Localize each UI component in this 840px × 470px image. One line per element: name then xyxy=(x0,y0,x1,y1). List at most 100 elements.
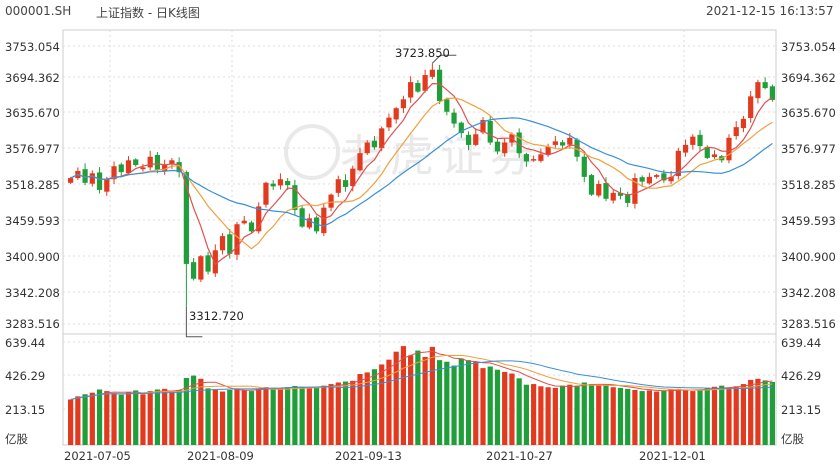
candle-body xyxy=(111,166,117,180)
candle-body xyxy=(690,136,696,145)
volume-bar xyxy=(118,394,124,445)
volume-bar xyxy=(176,389,182,445)
volume-bar xyxy=(400,346,407,445)
volume-bar xyxy=(538,386,544,445)
candle-body xyxy=(733,127,739,137)
candle-body xyxy=(617,192,624,196)
candle-body xyxy=(538,154,544,161)
ma5-line xyxy=(70,82,773,266)
volume-bar xyxy=(451,365,457,445)
volume-bar xyxy=(494,369,501,445)
volume-bar xyxy=(610,387,616,445)
candle-body xyxy=(668,176,674,182)
candle-body xyxy=(769,86,775,100)
date-tick: 2021-07-05 xyxy=(64,449,131,463)
candle-body xyxy=(234,224,240,255)
volume-bar xyxy=(697,389,703,445)
candle-body xyxy=(256,206,262,232)
volume-bar xyxy=(248,391,255,445)
volume-bar xyxy=(711,386,718,445)
volume-tick-left: 426.29 xyxy=(5,369,46,383)
candle-body xyxy=(531,159,537,161)
volume-bar xyxy=(436,360,443,445)
candle-body xyxy=(277,179,284,186)
ma20-line xyxy=(70,117,773,227)
volume-bar xyxy=(379,364,385,445)
volume-tick-right: 426.29 xyxy=(781,369,822,383)
volume-bar xyxy=(668,389,674,445)
candle-body xyxy=(292,185,298,211)
volume-bar xyxy=(256,388,262,445)
candle-body xyxy=(451,112,457,124)
candle-body xyxy=(480,120,486,133)
volume-bar xyxy=(299,386,305,445)
volume-bar xyxy=(191,375,197,445)
price-tick-left: 3283.516 xyxy=(5,317,60,331)
volume-bar xyxy=(147,391,153,445)
date-tick: 2021-10-27 xyxy=(486,449,553,463)
volume-bar xyxy=(523,384,530,445)
timestamp: 2021-12-15 16:13:57 xyxy=(706,4,834,18)
volume-bar xyxy=(422,356,428,445)
candle-body xyxy=(588,175,595,195)
candle-body xyxy=(581,156,587,177)
volume-bar xyxy=(371,369,378,445)
candle-body xyxy=(82,169,88,183)
price-tick-right: 3576.977 xyxy=(781,142,836,156)
candle-body xyxy=(639,177,645,182)
candle-body xyxy=(487,120,493,143)
high-annotation-leader xyxy=(431,54,457,64)
price-tick-right: 3342.208 xyxy=(781,286,836,300)
volume-tick-left: 639.44 xyxy=(5,336,46,350)
volume-bar xyxy=(588,384,595,445)
date-tick: 2021-09-13 xyxy=(335,449,402,463)
volume-bar xyxy=(125,392,132,445)
candle-body xyxy=(104,179,110,192)
volume-bar xyxy=(350,380,356,445)
volume-bar xyxy=(415,350,421,445)
volume-bar xyxy=(502,371,508,445)
volume-bar xyxy=(75,396,81,445)
candle-body xyxy=(596,183,602,196)
volume-bar xyxy=(277,388,284,445)
volume-bar xyxy=(639,391,645,445)
candle-body xyxy=(429,69,435,77)
volume-bar xyxy=(292,385,298,445)
candle-body xyxy=(740,118,747,129)
volume-bar xyxy=(444,361,450,445)
candle-body xyxy=(364,142,370,154)
volume-bar xyxy=(675,388,681,445)
price-tick-right: 3635.670 xyxy=(781,106,836,120)
candle-body xyxy=(675,150,681,176)
volume-bar xyxy=(335,382,341,445)
volume-bar xyxy=(545,387,551,445)
candle-body xyxy=(357,153,363,171)
candle-body xyxy=(205,255,211,272)
candle-body xyxy=(321,207,327,234)
volume-bar xyxy=(241,390,247,445)
volume-bar xyxy=(263,387,269,445)
candle-body xyxy=(458,122,464,134)
volume-bar xyxy=(654,391,660,445)
candle-body xyxy=(183,172,189,264)
volume-bar xyxy=(270,387,276,445)
candle-body xyxy=(299,208,305,227)
candle-body xyxy=(241,220,247,224)
candle-body xyxy=(603,183,609,199)
candle-body xyxy=(176,162,182,173)
volume-tick-right: 639.44 xyxy=(781,336,822,350)
volume-ma5-line xyxy=(70,350,773,400)
candle-body xyxy=(625,194,631,203)
volume-bar xyxy=(487,366,493,445)
volume-bar xyxy=(162,388,168,445)
volume-bar xyxy=(755,378,761,445)
candle-body xyxy=(212,250,218,274)
volume-bar xyxy=(357,374,363,445)
price-tick-right: 3518.285 xyxy=(781,178,836,192)
candle-body xyxy=(219,236,226,251)
chart-title: 上证指数 - 日K线图 xyxy=(96,6,200,20)
volume-bar xyxy=(393,351,399,445)
price-tick-left: 3635.670 xyxy=(5,106,60,120)
price-tick-left: 3400.900 xyxy=(5,250,60,264)
price-tick-left: 3694.362 xyxy=(5,71,60,85)
